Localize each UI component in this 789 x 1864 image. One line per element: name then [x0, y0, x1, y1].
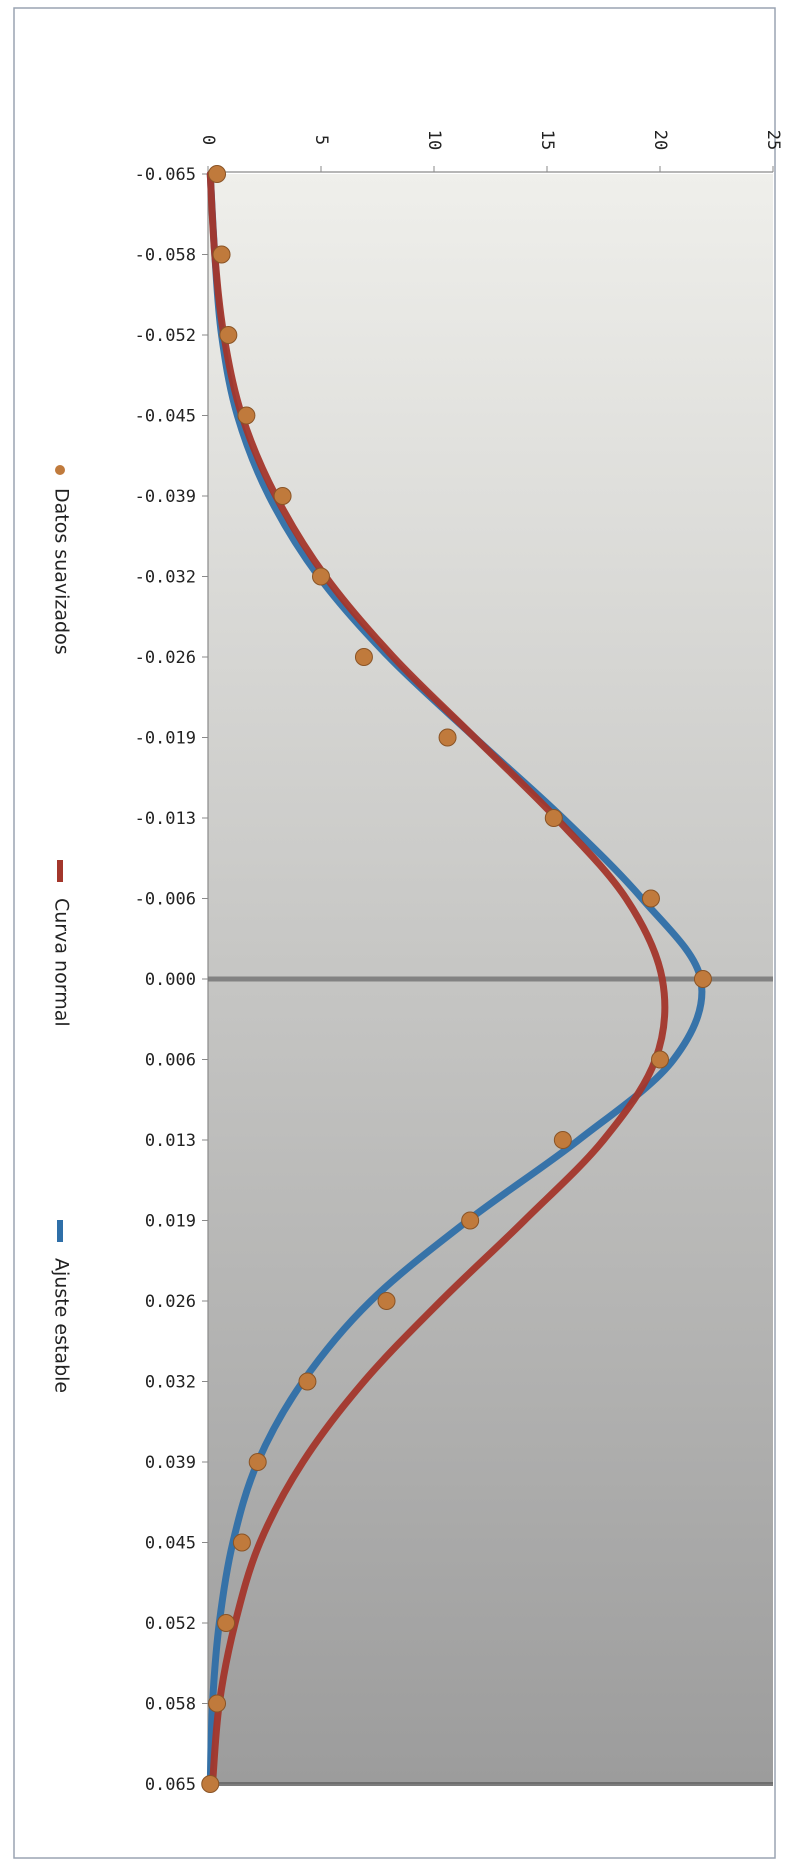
- data-point: [201, 1775, 220, 1793]
- category-tick-label: 0.058: [145, 1695, 196, 1715]
- category-tick-label: 0.013: [145, 1131, 196, 1151]
- category-tick-label: 0.000: [145, 970, 196, 990]
- chart-frame: [13, 7, 776, 1859]
- value-tick-label: 0: [198, 135, 218, 145]
- category-tick-label: -0.026: [135, 648, 196, 668]
- category-tick-label: 0.045: [145, 1534, 196, 1554]
- data-point: [641, 889, 660, 908]
- category-tick-label: 0.026: [145, 1292, 196, 1312]
- value-tick-label: 10: [424, 130, 444, 150]
- data-point: [651, 1050, 669, 1069]
- data-point: [212, 245, 231, 264]
- category-tick-label: -0.065: [135, 165, 196, 185]
- legend-label-curva-normal: Curva normal: [51, 898, 73, 1027]
- data-point: [377, 1292, 396, 1310]
- data-point: [544, 809, 563, 827]
- category-tick-label: 0.065: [145, 1775, 196, 1795]
- category-tick-label: -0.019: [135, 729, 196, 749]
- data-point: [354, 648, 373, 666]
- data-point: [312, 567, 330, 586]
- category-tick-label: -0.052: [135, 326, 196, 346]
- legend-label-ajuste-estable: Ajuste estable: [51, 1258, 73, 1393]
- data-point: [693, 970, 712, 988]
- value-tick-label: 25: [763, 130, 783, 150]
- value-tick-label: 15: [537, 130, 557, 150]
- category-tick-label: 0.032: [145, 1373, 196, 1393]
- data-point: [219, 326, 238, 344]
- data-point: [553, 1131, 572, 1149]
- category-tick-label: 0.039: [145, 1453, 196, 1473]
- data-point: [248, 1453, 267, 1471]
- series-line-curva-normal: [206, 170, 669, 1788]
- category-tick-label: -0.013: [135, 809, 196, 829]
- category-tick-label: 0.019: [145, 1212, 196, 1232]
- value-tick-label: 20: [650, 130, 670, 150]
- category-tick-label: -0.058: [135, 246, 196, 266]
- data-point: [237, 406, 256, 425]
- category-tick-label: -0.039: [135, 487, 196, 507]
- data-point: [438, 728, 457, 747]
- data-point: [208, 165, 227, 183]
- value-tick-label: 5: [311, 135, 331, 145]
- category-tick-label: 0.006: [145, 1051, 196, 1071]
- legend-label-datos-suavizados: Datos suavizados: [51, 488, 73, 655]
- data-point: [232, 1533, 251, 1552]
- data-point: [273, 487, 292, 505]
- category-tick-label: -0.006: [135, 890, 196, 910]
- data-point: [298, 1372, 317, 1391]
- data-point: [461, 1211, 480, 1230]
- data-point: [208, 1694, 227, 1713]
- category-tick-label: 0.052: [145, 1614, 196, 1634]
- legend-marker-datos-suavizados: [55, 465, 65, 475]
- category-tick-label: -0.045: [135, 407, 196, 427]
- category-tick-label: -0.032: [135, 568, 196, 588]
- data-point: [217, 1614, 236, 1632]
